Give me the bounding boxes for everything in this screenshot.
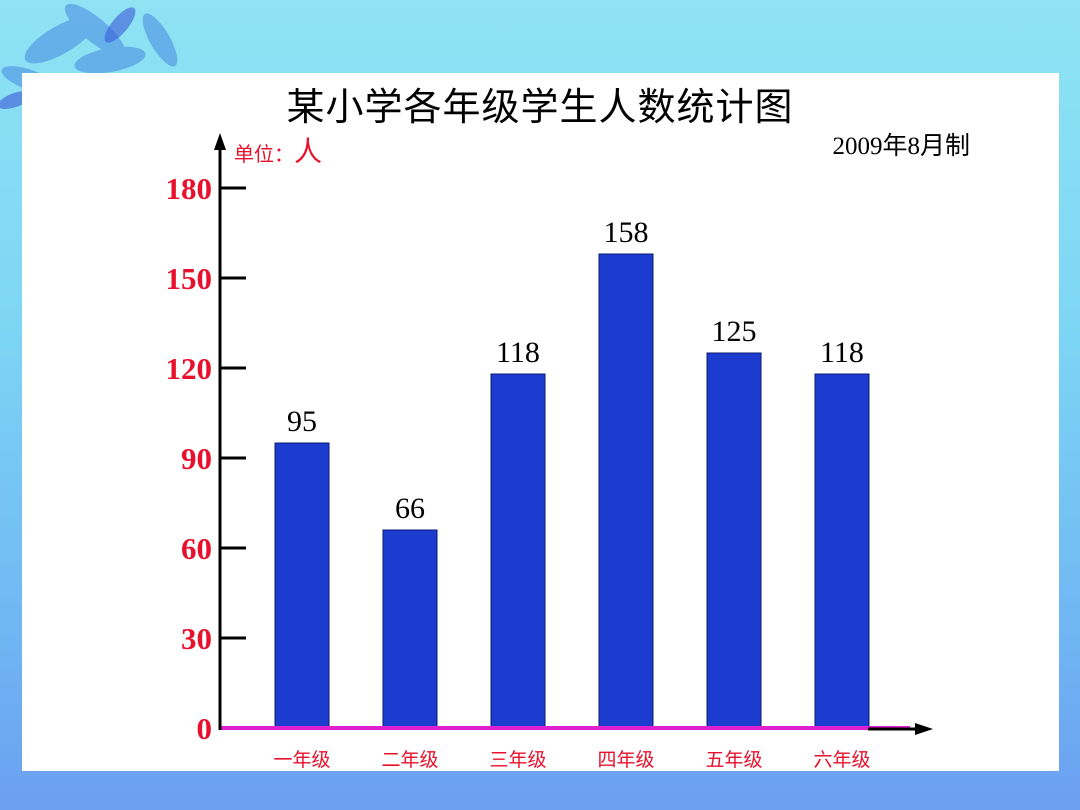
bar bbox=[598, 253, 654, 729]
bar bbox=[490, 373, 546, 729]
x-category-label: 一年级 bbox=[273, 749, 330, 771]
bar-value-label: 125 bbox=[712, 315, 757, 348]
y-tick-label: 30 bbox=[181, 621, 212, 656]
bar-value-label: 66 bbox=[395, 492, 425, 525]
y-tick-label: 180 bbox=[166, 171, 213, 206]
bar bbox=[814, 373, 870, 729]
bar bbox=[382, 529, 438, 729]
unit-label-value: 人 bbox=[294, 135, 323, 168]
bar-value-label: 118 bbox=[820, 336, 864, 369]
bar-value-label: 118 bbox=[496, 336, 540, 369]
y-tick-label: 60 bbox=[181, 531, 212, 566]
y-tick-label: 0 bbox=[197, 711, 213, 746]
x-category-label: 三年级 bbox=[489, 749, 546, 771]
x-category-label: 二年级 bbox=[381, 749, 438, 771]
chart-date: 2009年8月制 bbox=[832, 133, 970, 160]
y-axis-arrow bbox=[214, 133, 226, 150]
bar bbox=[706, 352, 762, 729]
x-category-label: 五年级 bbox=[705, 749, 762, 771]
y-tick-label: 150 bbox=[166, 261, 213, 296]
bar bbox=[274, 442, 330, 729]
y-tick-label: 120 bbox=[166, 351, 213, 386]
x-category-label: 四年级 bbox=[597, 749, 654, 771]
x-axis-arrow bbox=[915, 723, 933, 735]
x-category-label: 六年级 bbox=[813, 749, 870, 771]
unit-label: 单位：人 bbox=[234, 130, 322, 170]
unit-label-text: 单位： bbox=[234, 142, 294, 166]
chart-title: 某小学各年级学生人数统计图 bbox=[286, 85, 794, 129]
bar-value-label: 158 bbox=[604, 216, 649, 249]
y-tick-label: 90 bbox=[181, 441, 212, 476]
bar-value-label: 95 bbox=[287, 405, 317, 438]
